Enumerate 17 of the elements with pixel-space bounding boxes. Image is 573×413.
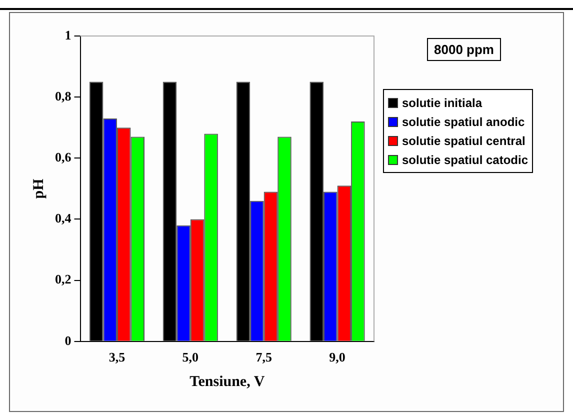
y-tick-label: 0,8 (55, 88, 72, 104)
x-tick-label: 7,5 (256, 350, 272, 365)
y-tick-label: 0,2 (55, 272, 72, 287)
y-tick-label: 0,6 (55, 150, 72, 165)
x-tick-label: 9,0 (329, 350, 346, 365)
x-tick-label: 3,5 (108, 350, 126, 365)
y-tick-label: 0,4 (55, 210, 72, 226)
text: 8000 ppm (427, 38, 501, 61)
x-axis-title: Tensiune, V (190, 374, 265, 390)
legend-label: solutie spatiul catodic (402, 152, 528, 166)
y-tick-label: 1 (64, 27, 72, 42)
y-axis-title: pH (30, 178, 47, 199)
x-tick-label: 5,0 (182, 350, 199, 365)
legend-label: solutie spatiul central (402, 134, 526, 148)
legend-label: solutie spatiul anodic (402, 114, 525, 128)
y-tick-label: 0 (64, 332, 72, 348)
legend-label: solutie initiala (402, 96, 482, 110)
